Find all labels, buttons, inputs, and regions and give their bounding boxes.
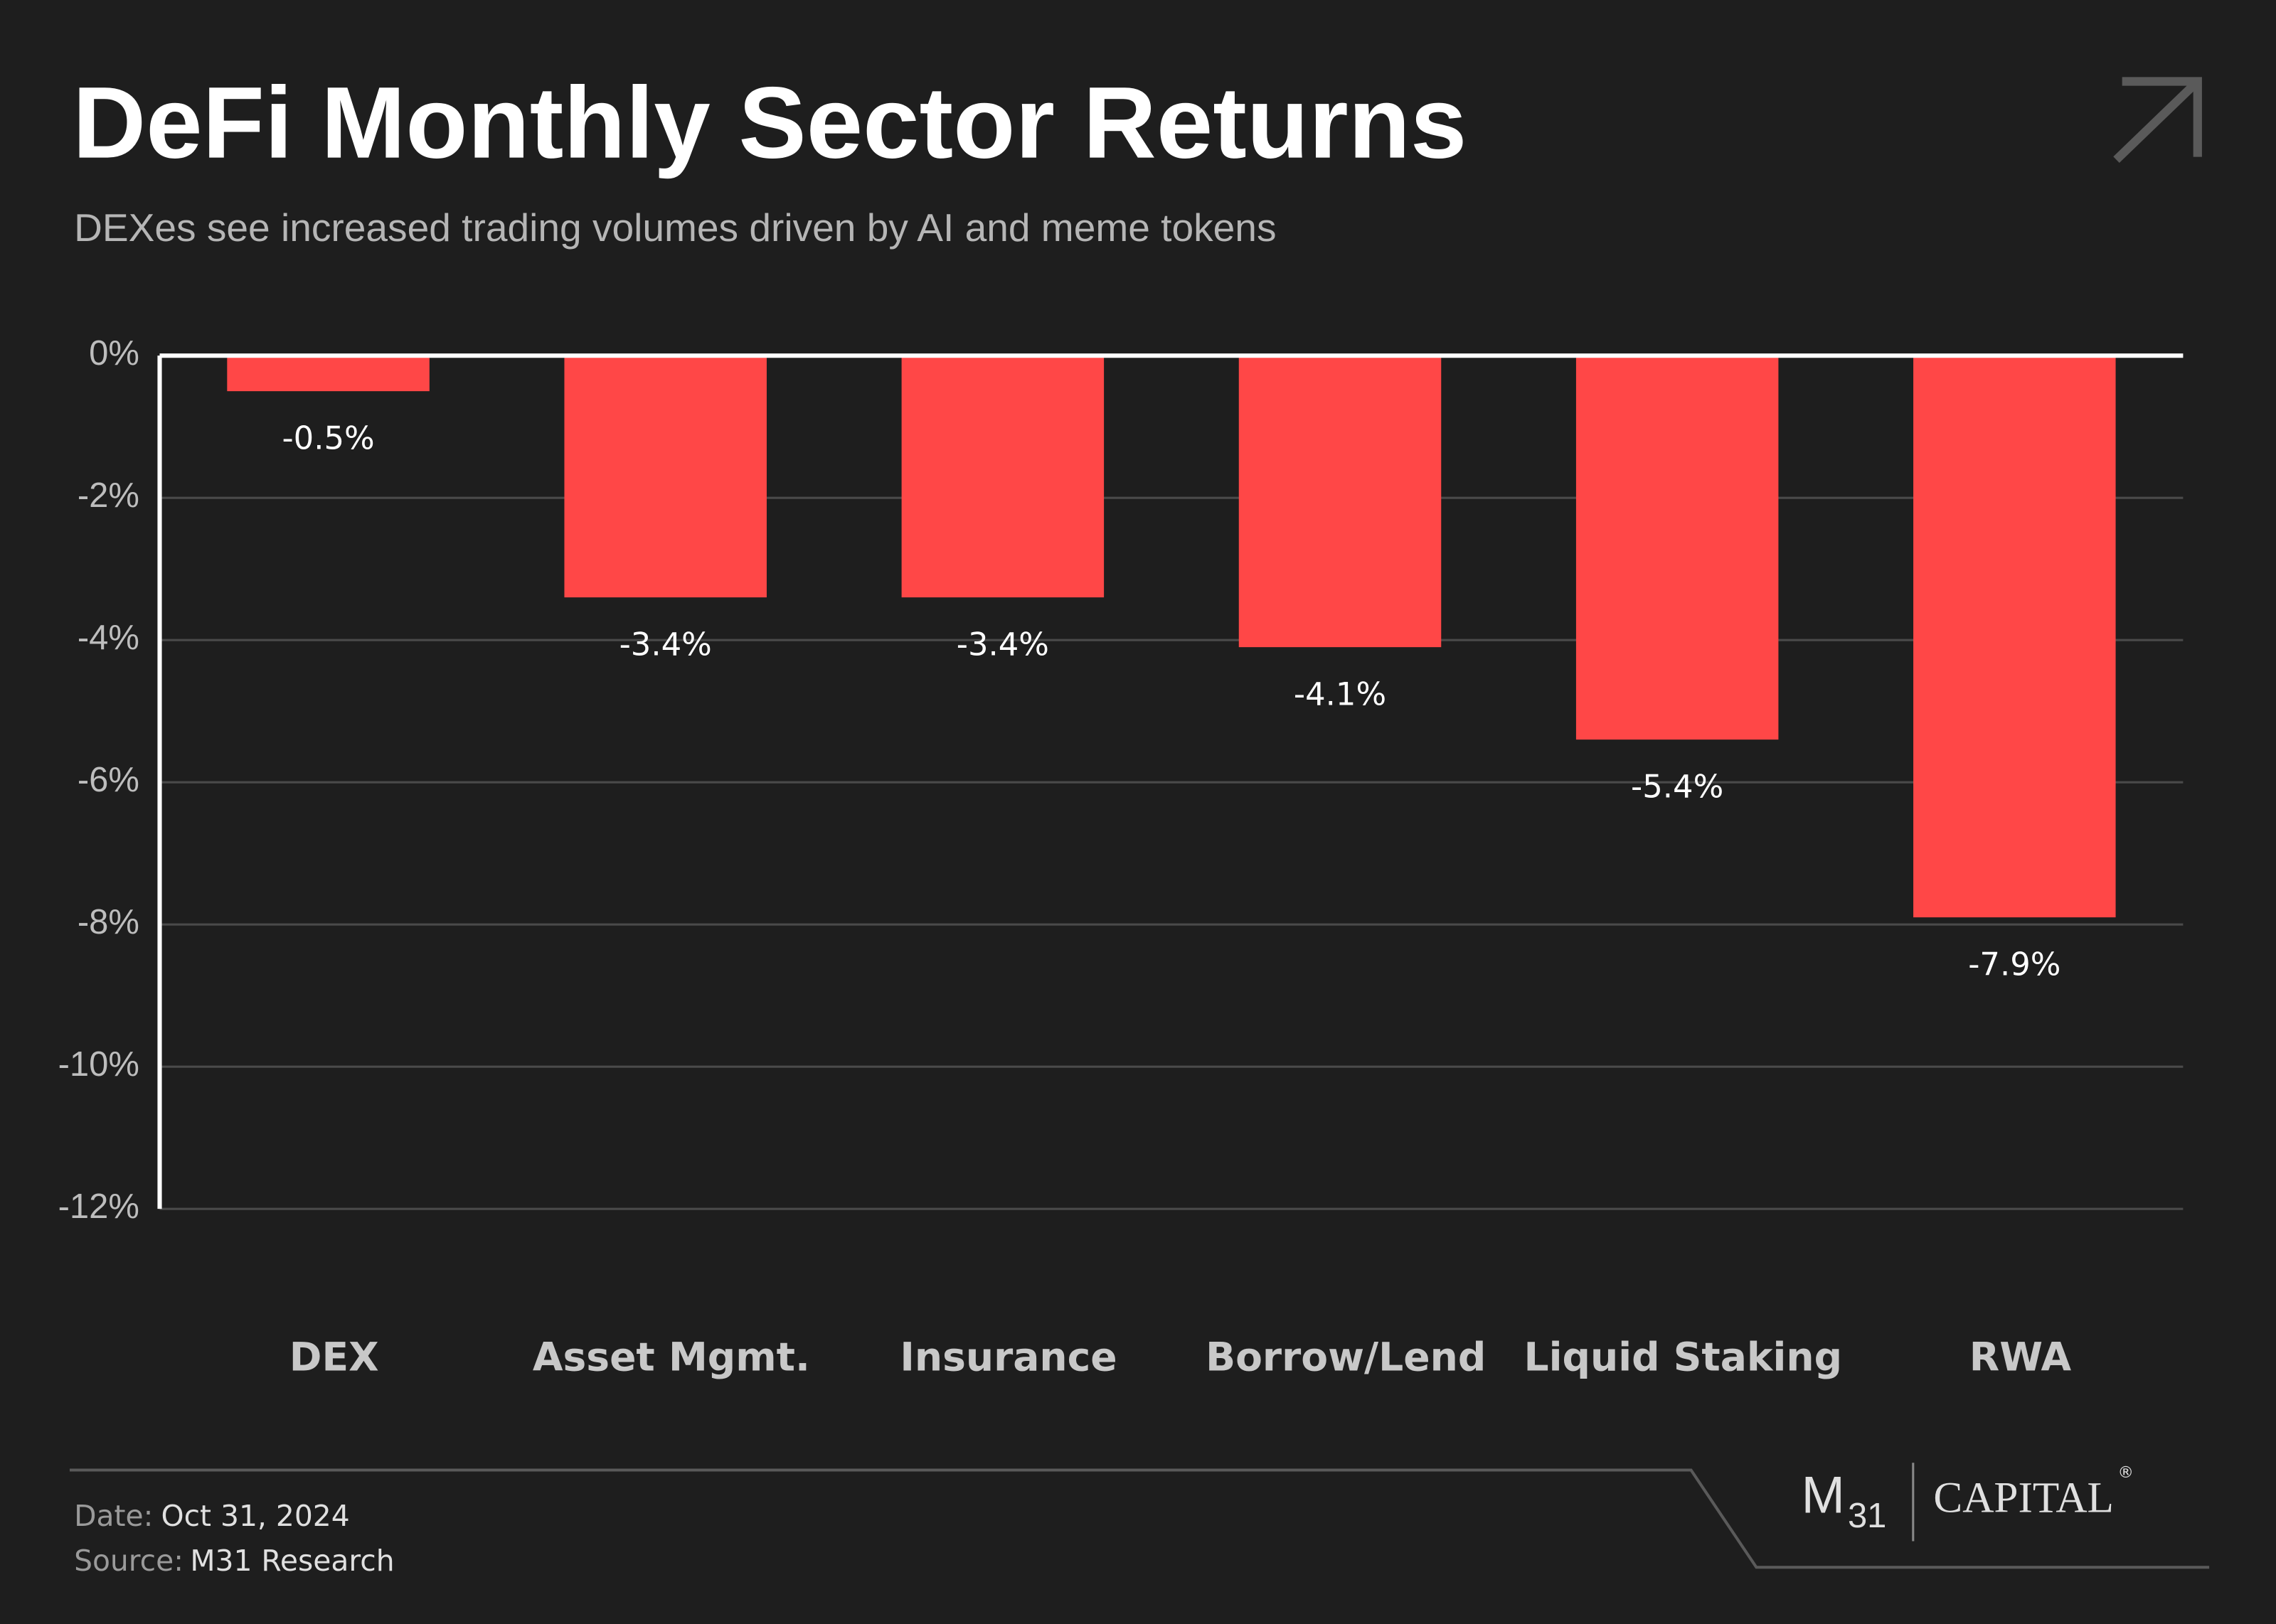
bar xyxy=(1575,356,1779,740)
source-label: Source: xyxy=(74,1544,184,1578)
y-tick-label: -10% xyxy=(58,1045,139,1084)
y-tick-label: -4% xyxy=(78,619,139,657)
y-tick-label: -12% xyxy=(58,1187,139,1226)
value-label: -3.4% xyxy=(619,626,712,663)
logo-capital: CAPITAL xyxy=(1933,1473,2114,1522)
y-tick-label: -2% xyxy=(78,476,139,515)
arrow xyxy=(2113,77,2202,164)
logo-m: M xyxy=(1802,1465,1845,1524)
bar xyxy=(901,356,1105,598)
y-tick-label: -8% xyxy=(78,903,139,941)
x-tick-label: Borrow/Lend xyxy=(1206,1335,1486,1380)
x-tick-label: Liquid Staking xyxy=(1524,1335,1843,1380)
y-tick-label: -6% xyxy=(78,761,139,799)
bar xyxy=(564,356,767,598)
chart-title: DeFi Monthly Sector Returns xyxy=(73,67,1467,180)
chart-subtitle: DEXes see increased trading volumes driv… xyxy=(74,205,1276,250)
value-label: -5.4% xyxy=(1631,768,1723,806)
bar xyxy=(1238,356,1442,648)
x-tick-label: Insurance xyxy=(900,1335,1117,1380)
date-label: Date: xyxy=(74,1499,153,1533)
value-label: -3.4% xyxy=(957,626,1049,663)
value-label: -0.5% xyxy=(282,420,374,457)
value-label: -4.1% xyxy=(1294,675,1386,713)
x-tick-label: Asset Mgmt. xyxy=(533,1335,810,1380)
x-tick-label: DEX xyxy=(289,1335,379,1380)
x-tick-label: RWA xyxy=(1969,1335,2072,1380)
footer-line xyxy=(69,1468,2210,1569)
bar xyxy=(227,356,430,392)
y-tick-label: 0% xyxy=(89,334,139,373)
source: M31 Research xyxy=(190,1544,394,1578)
logo-registered: ® xyxy=(2118,1463,2134,1482)
arrow-icon xyxy=(2113,77,2202,164)
logo-number: 31 xyxy=(1848,1497,1886,1535)
bar xyxy=(1913,356,2116,918)
value-label: -7.9% xyxy=(1968,946,2060,983)
date: Oct 31, 2024 xyxy=(161,1499,350,1533)
